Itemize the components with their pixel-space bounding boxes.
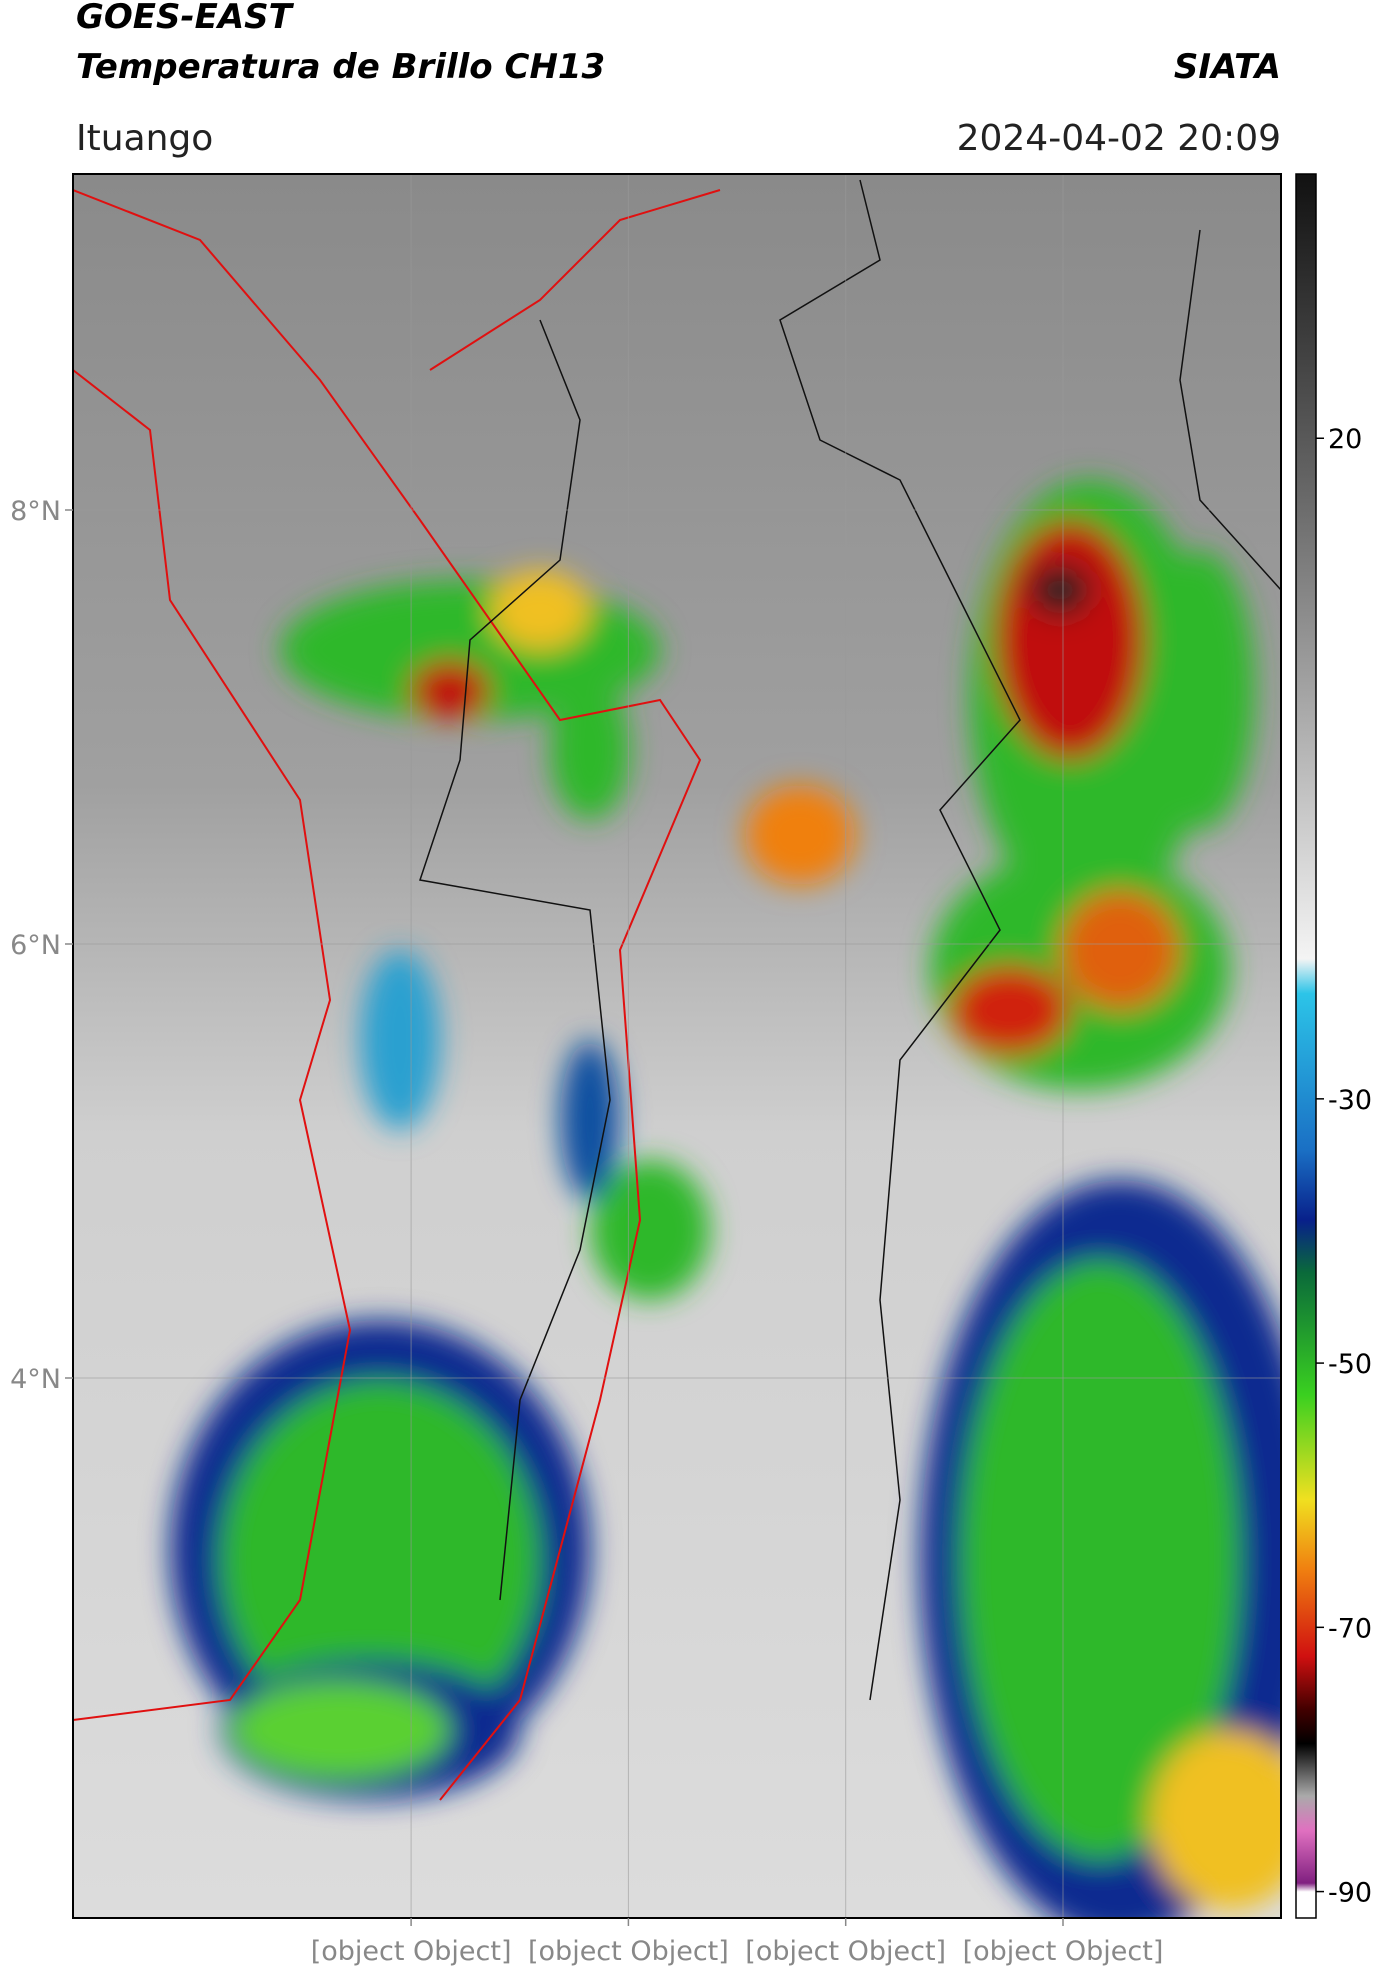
lat-tick-label: 4°N <box>10 1364 61 1395</box>
colorbar-tick-label: -30 <box>1328 1085 1372 1116</box>
title: GOES-EAST <box>76 0 295 37</box>
lon-tick-label: [object Object] <box>745 1936 946 1967</box>
lon-tick-label: [object Object] <box>528 1936 729 1967</box>
lat-tick-label: 8°N <box>10 496 61 527</box>
colorbar-tick-label: -70 <box>1328 1613 1372 1644</box>
colorbar-tick-label: 20 <box>1328 424 1362 455</box>
colorbar-tick-label: -90 <box>1328 1878 1372 1909</box>
colorbar-tick-label: -50 <box>1328 1349 1372 1380</box>
colorbar <box>1295 173 1317 1919</box>
satellite-image <box>73 174 1281 1918</box>
agency: SIATA <box>1174 47 1281 87</box>
location: Ituango <box>76 118 213 159</box>
lon-tick-label: [object Object] <box>311 1936 512 1967</box>
lon-tick-label: [object Object] <box>963 1936 1164 1967</box>
lat-tick-label: 6°N <box>10 930 61 961</box>
subtitle: Temperatura de Brillo CH13 <box>76 47 605 87</box>
graticule <box>73 174 1281 1918</box>
map-frame <box>72 173 1282 1919</box>
datetime: 2024-04-02 20:09 <box>957 118 1281 159</box>
